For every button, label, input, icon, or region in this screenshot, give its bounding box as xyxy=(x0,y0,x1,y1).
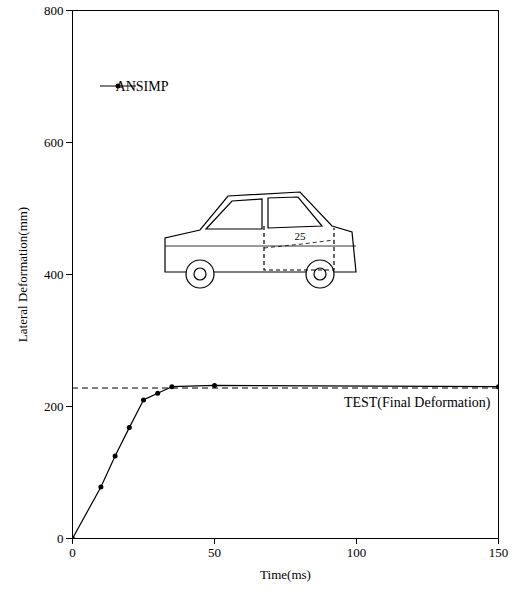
svg-text:600: 600 xyxy=(44,135,64,150)
svg-text:800: 800 xyxy=(44,3,64,18)
svg-text:TEST(Final Deformation): TEST(Final Deformation) xyxy=(344,395,491,411)
svg-text:Lateral Deformation(mm): Lateral Deformation(mm) xyxy=(15,207,30,342)
svg-text:0: 0 xyxy=(57,531,64,546)
svg-text:0: 0 xyxy=(69,545,76,560)
svg-text:ANSIMP: ANSIMP xyxy=(116,79,169,94)
svg-text:400: 400 xyxy=(44,267,64,282)
svg-text:200: 200 xyxy=(44,399,64,414)
svg-text:25: 25 xyxy=(295,230,307,242)
svg-text:100: 100 xyxy=(347,545,367,560)
svg-text:Time(ms): Time(ms) xyxy=(260,567,311,582)
svg-text:150: 150 xyxy=(489,545,509,560)
svg-text:50: 50 xyxy=(208,545,221,560)
